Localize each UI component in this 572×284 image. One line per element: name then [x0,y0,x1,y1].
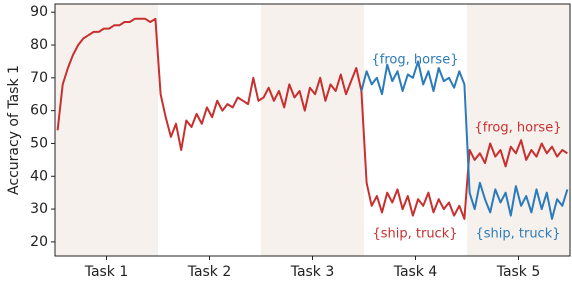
annotation: {frog, horse} [475,121,562,136]
y-axis-label: Accuracy of Task 1 [6,65,22,195]
y-tick-label: 20 [30,234,48,250]
x-tick-label: Task 1 [84,264,129,280]
y-tick-label: 60 [30,103,48,119]
y-tick-label: 30 [30,201,48,217]
plot-frame [54,3,571,257]
task-band [261,4,364,256]
x-tick-label: Task 2 [187,264,232,280]
series-line [56,17,568,220]
y-tick-label: 90 [30,4,48,20]
annotation: {frog, horse} [372,53,459,68]
y-tick-label: 50 [30,135,48,151]
x-tick-label: Task 5 [496,264,541,280]
y-tick-label: 80 [30,37,48,53]
annotation: {ship, truck} [372,227,457,242]
x-tick-label: Task 3 [290,264,335,280]
annotation: {ship, truck} [475,227,560,242]
task-band [55,4,158,256]
y-tick-label: 40 [30,168,48,184]
x-tick-label: Task 4 [393,264,438,280]
series-line [360,60,569,220]
y-tick-label: 70 [30,70,48,86]
